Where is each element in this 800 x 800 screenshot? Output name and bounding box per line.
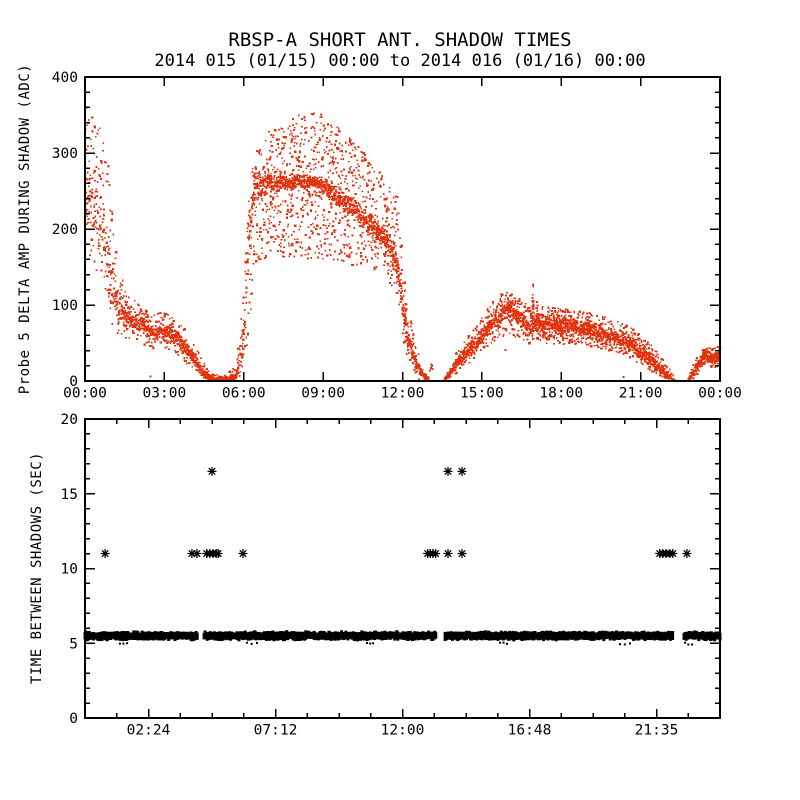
x-tick-label: 12:00 (381, 386, 425, 402)
y-tick-label: 100 (52, 298, 78, 314)
asterisk-marker (457, 466, 467, 476)
x-tick-label: 00:00 (698, 386, 742, 402)
asterisk-marker (668, 549, 678, 559)
x-tick-label: 21:35 (635, 723, 679, 739)
y-tick-label: 20 (61, 412, 78, 428)
bottom-axis-tick-labels: 02:24 07:12 12:00 16:48 21:35 0 5 10 15 20 (61, 412, 679, 739)
asterisk-marker (207, 466, 217, 476)
asterisk-marker (238, 549, 248, 559)
x-tick-label: 07:12 (254, 723, 298, 739)
y-tick-label: 400 (52, 70, 78, 86)
asterisk-marker (187, 549, 197, 559)
x-tick-label: 02:24 (127, 723, 171, 739)
asterisk-marker (213, 549, 223, 559)
top-scatter-series (84, 106, 722, 382)
y-tick-label: 300 (52, 146, 78, 162)
x-tick-label: 16:48 (508, 723, 552, 739)
bottom-y-axis-title: TIME BETWEEN SHADOWS (SEC) (29, 452, 45, 684)
y-tick-label: 10 (61, 562, 78, 578)
x-tick-label: 09:00 (301, 386, 345, 402)
bottom-panel-frame (84, 418, 721, 719)
bottom-scatter-series (83, 466, 722, 646)
y-tick-label: 0 (69, 711, 78, 727)
y-tick-label: 200 (52, 222, 78, 238)
asterisk-marker (457, 549, 467, 559)
asterisk-marker (100, 549, 110, 559)
top-panel-frame (84, 76, 721, 382)
x-tick-label: 12:00 (381, 723, 425, 739)
y-tick-label: 5 (69, 636, 78, 652)
x-tick-label: 06:00 (222, 386, 266, 402)
y-tick-label: 15 (61, 487, 78, 503)
plot-title: RBSP-A SHORT ANT. SHADOW TIMES (228, 29, 571, 51)
asterisk-marker (431, 549, 441, 559)
x-tick-label: 03:00 (143, 386, 187, 402)
top-axis-tick-labels: 00:00 03:00 06:00 09:00 12:00 15:00 18:00 21:00… (52, 70, 742, 402)
x-tick-label: 18:00 (539, 386, 583, 402)
y-tick-label: 0 (69, 374, 78, 390)
asterisk-marker (443, 549, 453, 559)
top-y-axis-title: Probe 5 DELTA AMP DURING SHADOW (ADC) (17, 64, 33, 394)
asterisk-marker (192, 549, 202, 559)
x-tick-label: 00:00 (63, 386, 107, 402)
x-tick-label: 15:00 (460, 386, 504, 402)
asterisk-marker (682, 549, 692, 559)
asterisk-marker (443, 466, 453, 476)
x-tick-label: 21:00 (619, 386, 663, 402)
plot-subtitle: 2014 015 (01/15) 00:00 to 2014 016 (01/1… (154, 51, 645, 71)
